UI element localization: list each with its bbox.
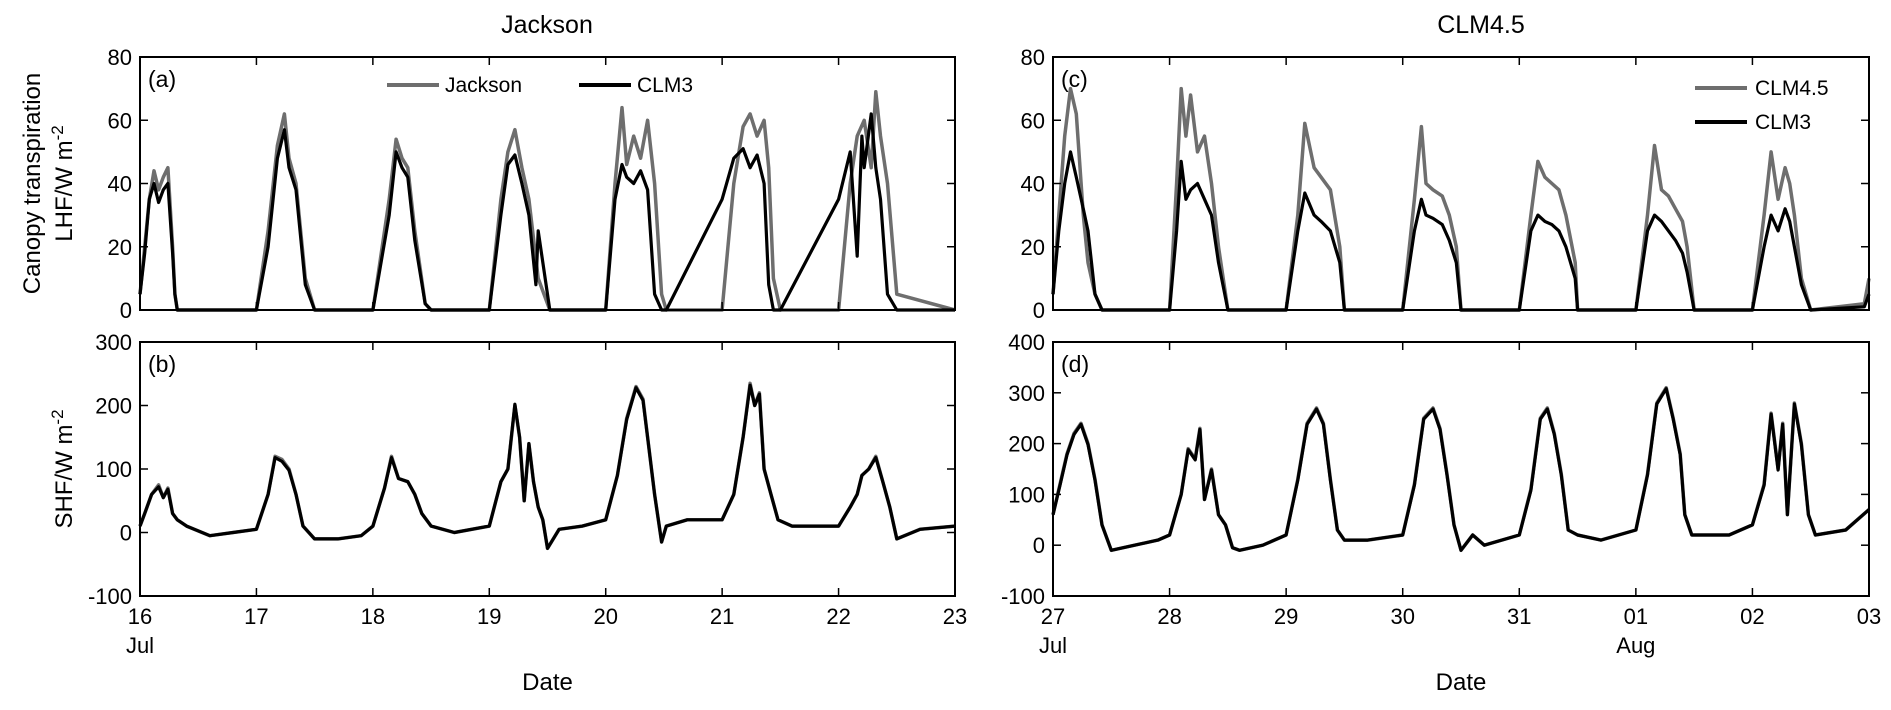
- x-tick-label-d: 03: [1857, 604, 1881, 629]
- y-axis-label-line1-a: Canopy transpiration: [19, 73, 46, 294]
- x-tick-label-d: 27: [1041, 604, 1065, 629]
- y-tick-label-c: 60: [1021, 108, 1045, 133]
- y-tick-label-c: 40: [1021, 172, 1045, 197]
- right-column-title: CLM4.5: [1437, 11, 1525, 39]
- panel-a-lhf-jackson: 0 20 40 60 80 (a) Canopy transpiration LHF/W m-…: [19, 45, 956, 323]
- legend-entry-a: Jackson: [445, 74, 522, 97]
- y-tick-label-a: 80: [108, 45, 132, 70]
- y-tick-label-a: 20: [108, 235, 132, 260]
- series-line-d-black: [1051, 387, 1871, 552]
- panel-label-b: (b): [148, 351, 176, 377]
- y-tick-label-c: 20: [1021, 235, 1045, 260]
- x-tick-label-d: 28: [1157, 604, 1181, 629]
- x-axis-label-b: Date: [522, 669, 573, 696]
- x-axis-label-d: Date: [1436, 669, 1487, 696]
- y-axis-label-line2-a: LHF/W m-2: [48, 125, 78, 241]
- x-tick-label-b: 22: [826, 604, 850, 629]
- y-axis-label-b: SHF/W m-2: [48, 409, 78, 528]
- x-tick-label-d: 31: [1507, 604, 1531, 629]
- panel-label-d: (d): [1061, 351, 1089, 377]
- series-line-b-black: [138, 383, 956, 551]
- y-tick-label-d: -100: [1001, 584, 1045, 609]
- x-tick-label-b: 19: [477, 604, 501, 629]
- x-tick-label-d: 01: [1624, 604, 1648, 629]
- y-tick-label-b: -100: [88, 584, 132, 609]
- legend-entry-a: CLM3: [637, 74, 693, 97]
- panel-b-shf-jackson: -100 0 100 200 300 16 17 18 19 20 21 22 23 Jul Date (b)…: [48, 330, 967, 696]
- y-axis-label-text-a: LHF/W m: [51, 140, 78, 241]
- x-tick-label-d: 30: [1390, 604, 1414, 629]
- y-tick-label-c: 80: [1021, 45, 1045, 70]
- x-tick-label-b: 16: [128, 604, 152, 629]
- y-tick-label-b: 200: [95, 394, 132, 419]
- legend-entry-c: CLM3: [1755, 111, 1811, 134]
- legend-c: CLM4.5 CLM3: [1695, 77, 1829, 134]
- y-axis-label-sup-b: -2: [48, 409, 67, 424]
- y-tick-label-b: 300: [95, 330, 132, 355]
- y-tick-label-d: 300: [1008, 381, 1045, 406]
- y-tick-label-d: 200: [1008, 432, 1045, 457]
- y-tick-label-a: 60: [108, 108, 132, 133]
- y-tick-label-d: 100: [1008, 482, 1045, 507]
- y-tick-label-b: 100: [95, 457, 132, 482]
- y-tick-label-d: 400: [1008, 330, 1045, 355]
- y-tick-label-a: 0: [120, 298, 132, 323]
- x-tick-label-b: 21: [710, 604, 734, 629]
- x-tick-label-b: 18: [361, 604, 385, 629]
- month-label-d: Aug: [1616, 633, 1655, 658]
- legend-entry-c: CLM4.5: [1755, 77, 1829, 100]
- panel-c-lhf-clm45: 0 20 40 60 80 (c) CLM4.5 CLM3: [1021, 45, 1871, 323]
- panel-label-a: (a): [148, 66, 176, 92]
- y-axis-label-text-b: SHF/W m: [51, 425, 78, 529]
- axes-box-b: [139, 341, 956, 597]
- panel-label-c: (c): [1061, 66, 1088, 92]
- panel-d-shf-clm45: -100 0 100 200 300 400 27 28 29 30 31 01 02 03 Jul Aug D…: [1001, 330, 1881, 696]
- axes-box-d: [1052, 341, 1870, 597]
- y-tick-label-b: 0: [120, 521, 132, 546]
- series-line-b-gray: [138, 381, 956, 551]
- month-label-d: Jul: [1039, 633, 1067, 658]
- x-tick-label-d: 29: [1274, 604, 1298, 629]
- x-tick-label-d: 02: [1740, 604, 1764, 629]
- left-column-title: Jackson: [501, 11, 593, 39]
- y-tick-label-a: 40: [108, 172, 132, 197]
- y-tick-label-c: 0: [1033, 298, 1045, 323]
- x-tick-label-b: 20: [593, 604, 617, 629]
- x-tick-label-b: 23: [943, 604, 967, 629]
- x-tick-label-b: 17: [244, 604, 268, 629]
- series-line-a-black: [138, 112, 955, 312]
- y-axis-label-sup-a: -2: [48, 125, 67, 140]
- month-label-b: Jul: [126, 633, 154, 658]
- legend-a: Jackson CLM3: [387, 74, 693, 97]
- y-tick-label-d: 0: [1033, 533, 1045, 558]
